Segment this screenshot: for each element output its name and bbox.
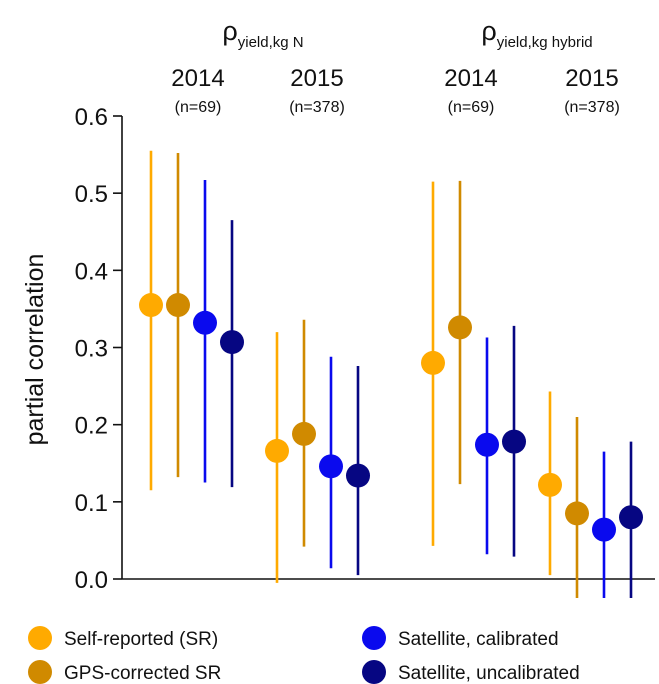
data-point: [619, 505, 643, 530]
series-satellite-uncalibrated: [230, 220, 633, 598]
data-point: [538, 472, 562, 497]
legend: Self-reported (SR) GPS-corrected SR Satell…: [28, 626, 580, 684]
legend-label: Satellite, uncalibrated: [398, 663, 580, 684]
year-label: 2014: [171, 65, 224, 92]
legend-label: Self-reported (SR): [64, 629, 218, 650]
y-tick-label: 0.0: [75, 567, 108, 594]
points-self-reported-sr: [139, 293, 562, 497]
data-point: [346, 463, 370, 488]
data-point: [166, 293, 190, 318]
legend-marker: [362, 626, 386, 650]
year-label: 2015: [290, 65, 343, 92]
panel-title-subscript: yield,kg hybrid: [497, 34, 593, 51]
legend-item: GPS-corrected SR: [28, 660, 221, 684]
series-gps-corrected-sr: [176, 153, 579, 598]
data-series: [139, 150, 643, 598]
y-tick-label: 0.2: [75, 413, 108, 440]
legend-item: Satellite, calibrated: [362, 626, 559, 650]
y-tick-label: 0.1: [75, 490, 108, 517]
panel-title: ρyield,kg hybrid: [481, 16, 592, 51]
data-point: [220, 330, 244, 355]
data-point: [421, 350, 445, 375]
y-axis: 0.0 0.1 0.2 0.3 0.4 0.5 0.6 partial correlation: [21, 104, 655, 594]
legend-label: Satellite, calibrated: [398, 629, 559, 650]
series-satellite-calibrated: [203, 180, 606, 598]
data-point: [319, 454, 343, 479]
sample-size-label: (n=69): [175, 99, 222, 116]
y-tick-label: 0.5: [75, 181, 108, 208]
panel-title-symbol: ρ: [481, 16, 496, 46]
y-tick-label: 0.4: [75, 258, 108, 285]
sample-size-label: (n=378): [289, 99, 345, 116]
series-clip-group: [149, 150, 633, 598]
data-point: [265, 438, 289, 463]
data-point: [139, 293, 163, 318]
panel-title-subscript: yield,kg N: [238, 34, 304, 51]
data-point: [475, 432, 499, 457]
panel-title-symbol: ρ: [222, 16, 237, 46]
data-point: [502, 429, 526, 454]
data-point: [292, 421, 316, 446]
panel-headers: ρyield,kg N2014(n=69)2015(n=378)ρyield,k…: [171, 16, 619, 116]
legend-marker: [362, 660, 386, 684]
data-point: [592, 517, 616, 542]
y-tick-label: 0.3: [75, 336, 108, 363]
legend-item: Satellite, uncalibrated: [362, 660, 580, 684]
year-label: 2015: [565, 65, 618, 92]
year-label: 2014: [444, 65, 497, 92]
legend-marker: [28, 626, 52, 650]
points-satellite-uncalibrated: [220, 330, 643, 530]
legend-marker: [28, 660, 52, 684]
data-point: [565, 501, 589, 526]
y-axis-label: partial correlation: [21, 254, 49, 446]
y-tick-label: 0.6: [75, 104, 108, 131]
legend-label: GPS-corrected SR: [64, 663, 221, 684]
data-point: [193, 310, 217, 335]
sample-size-label: (n=69): [448, 99, 495, 116]
legend-item: Self-reported (SR): [28, 626, 218, 650]
series-self-reported-sr: [149, 150, 552, 583]
data-point: [448, 315, 472, 340]
points-gps-corrected-sr: [166, 293, 589, 526]
panel-title: ρyield,kg N: [222, 16, 303, 51]
sample-size-label: (n=378): [564, 99, 620, 116]
points-satellite-calibrated: [193, 310, 616, 542]
